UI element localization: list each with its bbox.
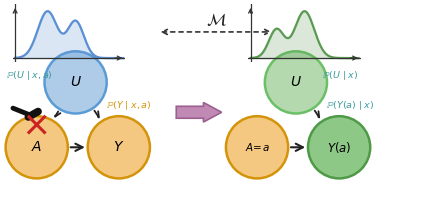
Ellipse shape [226, 116, 288, 178]
Text: $Y(a)$: $Y(a)$ [327, 140, 351, 155]
Text: $A\!=\!a$: $A\!=\!a$ [245, 141, 270, 153]
FancyArrow shape [176, 102, 222, 122]
Ellipse shape [88, 116, 150, 178]
Text: $U$: $U$ [70, 75, 82, 89]
Ellipse shape [44, 51, 107, 114]
Text: $\mathbb{P}(Y(a) \mid x)$: $\mathbb{P}(Y(a) \mid x)$ [326, 100, 375, 112]
Text: $\mathcal{M}$: $\mathcal{M}$ [206, 12, 226, 29]
Text: $\mathbb{P}(Y \mid x, a)$: $\mathbb{P}(Y \mid x, a)$ [106, 100, 152, 112]
Text: $U$: $U$ [290, 75, 302, 89]
Text: $Y$: $Y$ [113, 140, 124, 154]
Ellipse shape [6, 116, 68, 178]
Text: $\mathbb{P}(U \mid x)$: $\mathbb{P}(U \mid x)$ [322, 69, 358, 82]
Text: $\mathbb{P}(U \mid x, a)$: $\mathbb{P}(U \mid x, a)$ [6, 69, 53, 82]
Text: $A$: $A$ [31, 140, 42, 154]
Ellipse shape [308, 116, 370, 178]
Ellipse shape [265, 51, 327, 114]
